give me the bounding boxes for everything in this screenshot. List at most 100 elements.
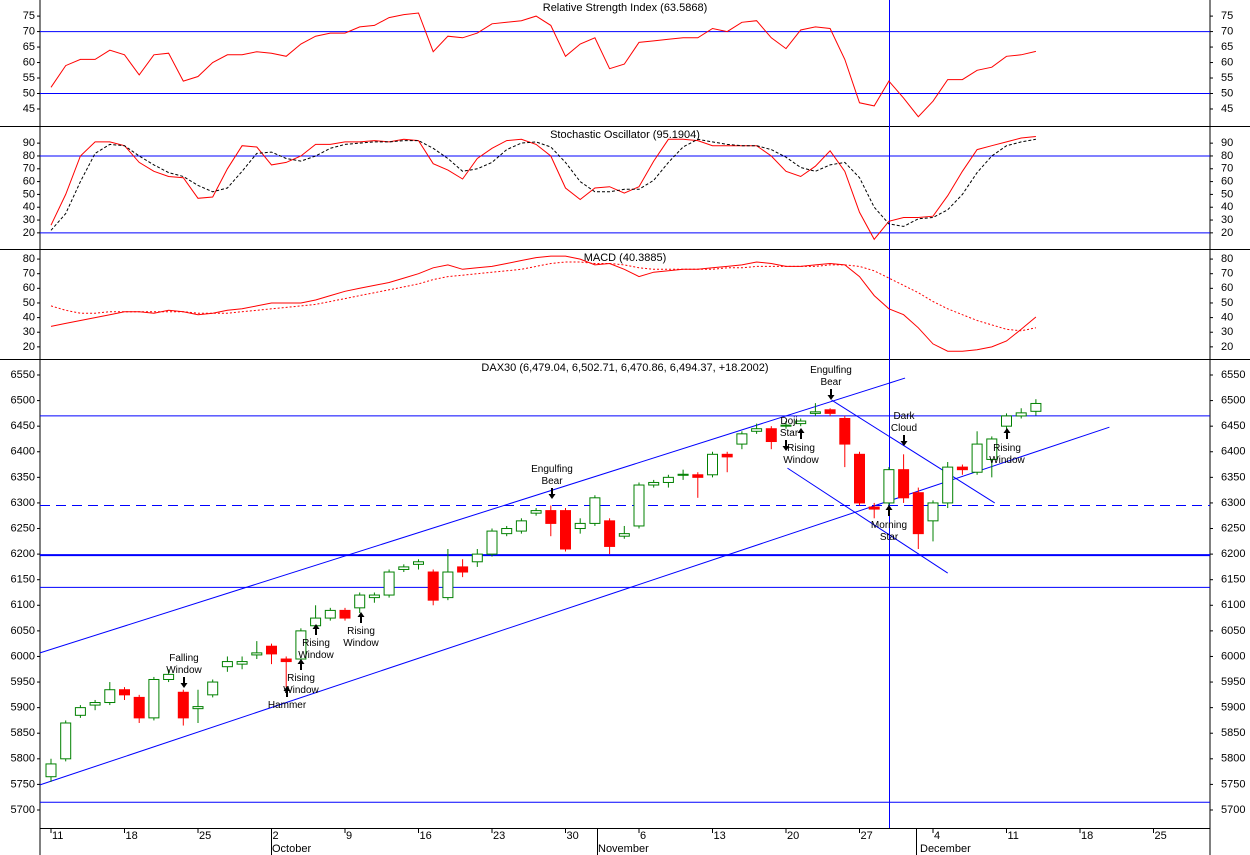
candle-body [295, 630, 307, 660]
pattern-arrow [885, 505, 893, 516]
y-tick-label: 55 [23, 72, 35, 84]
candle-body [177, 691, 189, 719]
pattern-label: Falling Window [166, 653, 202, 676]
candle-body [662, 476, 674, 483]
candle-body [339, 609, 351, 619]
pattern-label-line: Engulfing [810, 365, 852, 376]
candle-body [266, 645, 277, 655]
pattern-arrow [1003, 428, 1011, 439]
y-tick-label: 6250 [11, 522, 35, 534]
y-tick-label: 40 [23, 201, 35, 213]
y-tick-label-right: 5700 [1221, 804, 1245, 816]
pattern-arrow [312, 624, 320, 635]
y-tick-label-right: 6000 [1221, 650, 1245, 662]
y-tick-label: 6050 [11, 625, 35, 637]
pattern-label: Rising Window [343, 626, 379, 649]
y-tick-label-right: 80 [1221, 150, 1233, 162]
pattern-label-line: Window [166, 665, 202, 676]
y-tick-label: 75 [23, 10, 35, 22]
x-tick-label: 25 [199, 830, 211, 842]
series-line [50, 12, 1037, 118]
pattern-label-line: Rising [787, 443, 815, 454]
y-tick-label: 6500 [11, 394, 35, 406]
y-tick-label: 50 [23, 297, 35, 309]
y-tick-label: 5800 [11, 753, 35, 765]
y-tick-label-right: 40 [1221, 312, 1233, 324]
y-tick-label: 6300 [11, 497, 35, 509]
y-tick-label: 60 [23, 56, 35, 68]
candle-body [119, 689, 130, 696]
y-tick-label: 6400 [11, 446, 35, 458]
y-tick-label: 6150 [11, 574, 35, 586]
candle-body [707, 453, 718, 476]
candle-body [280, 658, 292, 663]
x-tick-label: 18 [1081, 830, 1093, 842]
y-tick-label-right: 60 [1221, 282, 1233, 294]
candle-body [368, 594, 380, 599]
y-tick-label-right: 60 [1221, 175, 1233, 187]
candle-body [457, 566, 469, 573]
candle-body [530, 510, 542, 514]
y-tick-label: 5850 [11, 727, 35, 739]
y-tick-label-right: 5950 [1221, 676, 1245, 688]
y-tick-label-right: 6300 [1221, 497, 1245, 509]
candle-body [427, 571, 439, 601]
pattern-label: Dark Cloud [891, 411, 917, 434]
y-tick-label: 70 [23, 268, 35, 280]
x-tick-label: 30 [567, 830, 579, 842]
candle-body [780, 424, 792, 427]
pattern-label-line: Doji [780, 416, 797, 427]
candle-body [354, 594, 366, 609]
pattern-label: Rising Window [298, 638, 334, 661]
series-line [50, 261, 1036, 332]
candle-body [60, 722, 72, 760]
pattern-label: Morning Star [871, 520, 907, 543]
panel: DAX30 (6,479.04, 6,502.71, 6,470.86, 6,4… [11, 362, 1246, 855]
y-tick-label-right: 80 [1221, 253, 1233, 265]
candle-body [163, 673, 175, 680]
y-tick-label-right: 6550 [1221, 369, 1245, 381]
pattern-arrow [180, 677, 188, 688]
panel-title: DAX30 (6,479.04, 6,502.71, 6,470.86, 6,4… [481, 362, 768, 374]
y-tick-label: 60 [23, 175, 35, 187]
x-tick-label: 4 [934, 830, 940, 842]
y-tick-label-right: 20 [1221, 227, 1233, 239]
y-tick-label: 5950 [11, 676, 35, 688]
trendline [787, 467, 948, 574]
candle-body [692, 474, 704, 478]
series-line [50, 138, 1036, 231]
y-tick-label-right: 6350 [1221, 471, 1245, 483]
y-tick-label-right: 90 [1221, 137, 1233, 149]
pattern-label-line: Hammer [268, 700, 307, 711]
y-tick-label: 5750 [11, 778, 35, 790]
y-tick-label-right: 50 [1221, 297, 1233, 309]
x-tick-label: 11 [52, 830, 63, 842]
y-tick-label: 6550 [11, 369, 35, 381]
trendline [39, 426, 1110, 786]
y-tick-label: 20 [23, 227, 35, 239]
month-label: October [272, 843, 311, 855]
candle-body [795, 420, 807, 425]
candle-body [854, 453, 865, 504]
pattern-label-line: Rising [302, 638, 330, 649]
y-tick-label-right: 6500 [1221, 394, 1245, 406]
x-tick-label: 2 [273, 830, 279, 842]
candle-body [1001, 415, 1012, 427]
pattern-label-line: Rising [347, 626, 375, 637]
y-tick-label: 40 [23, 312, 35, 324]
y-tick-label-right: 50 [1221, 188, 1233, 200]
candle-body [736, 433, 748, 445]
pattern-label: Engulfing Bear [810, 365, 852, 388]
candle-body [45, 763, 57, 778]
panel-title: Stochastic Oscillator (95.1904) [550, 129, 700, 141]
candle-body [89, 702, 101, 706]
y-tick-label: 70 [23, 163, 35, 175]
candle-body [912, 492, 924, 535]
month-label: December [920, 843, 971, 855]
candle-body [104, 689, 116, 704]
pattern-label: Rising Window [283, 673, 319, 696]
y-tick-label-right: 5900 [1221, 702, 1245, 714]
